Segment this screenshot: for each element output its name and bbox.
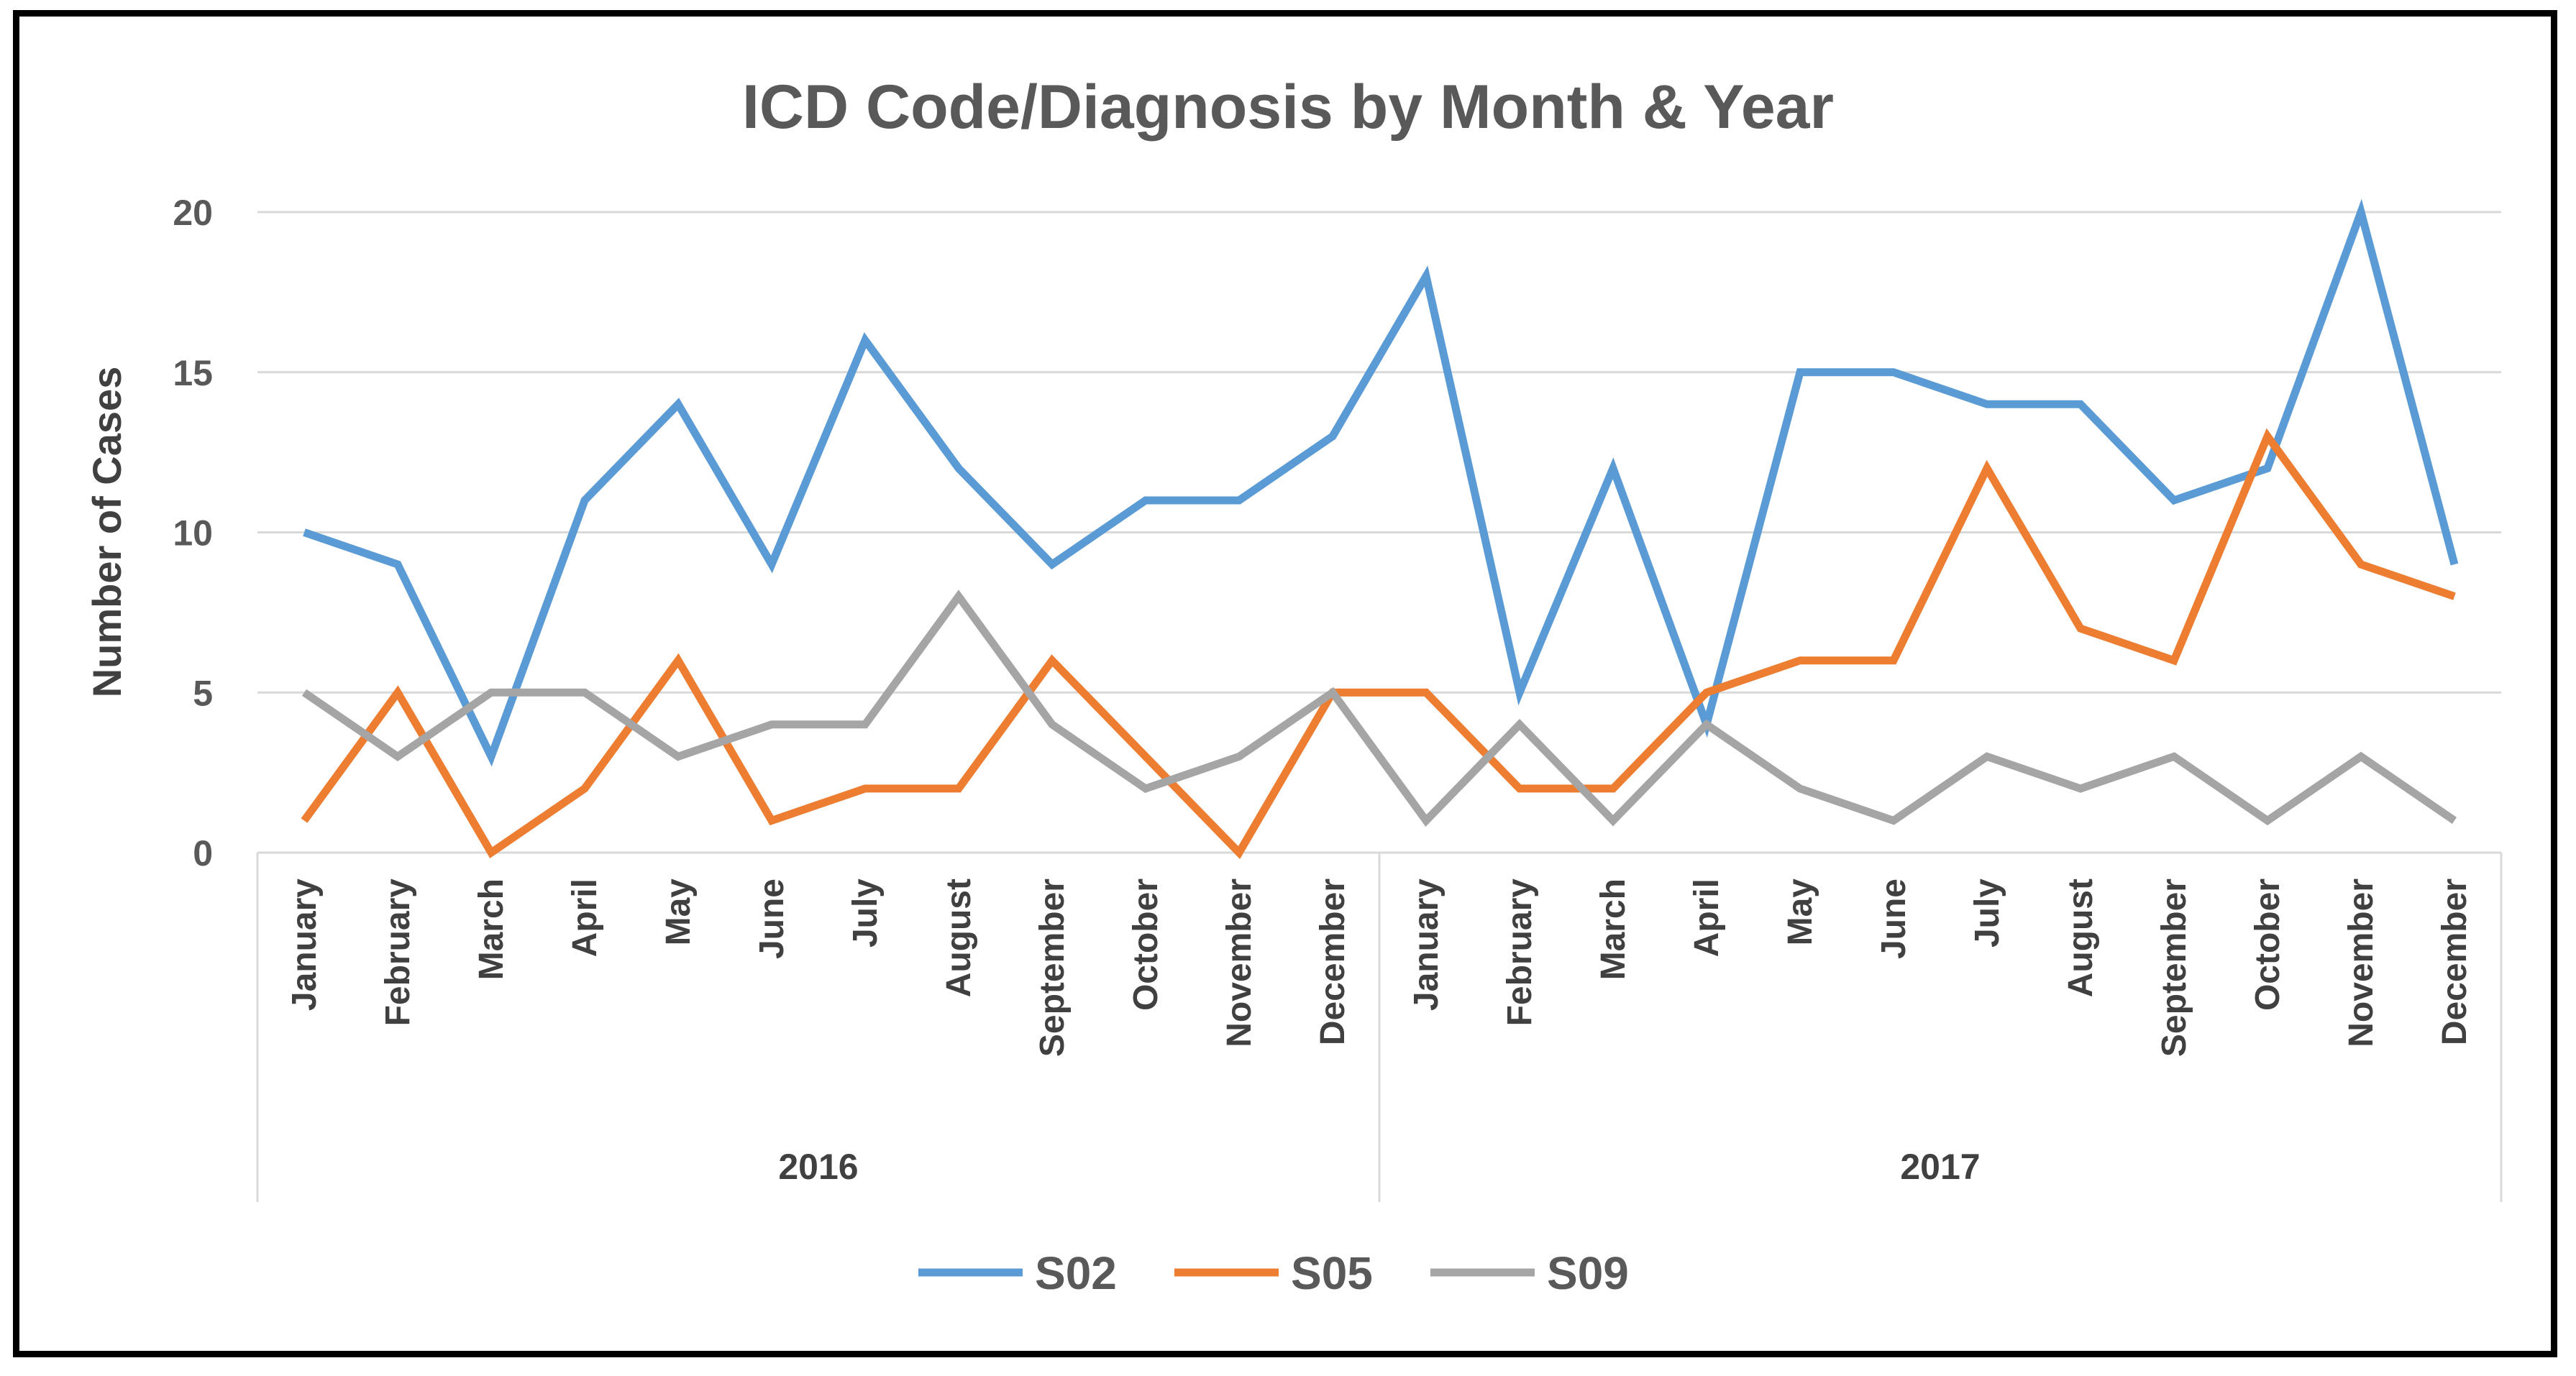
y-tick-label: 15	[173, 353, 213, 393]
x-tick-label: January	[1407, 879, 1445, 1011]
x-tick-label: September	[2155, 879, 2193, 1057]
series-line-s09	[301, 590, 2457, 827]
x-tick-label: March	[472, 879, 511, 980]
y-axis-label: Number of Cases	[84, 367, 129, 698]
series-lines	[301, 198, 2459, 860]
x-tick-label: November	[2342, 879, 2380, 1047]
x-tick-label: August	[2062, 879, 2100, 997]
x-tick-label: June	[1875, 879, 1913, 959]
x-axis: January February March April May June July Augu…	[256, 853, 2503, 1202]
x-tick-label: November	[1220, 879, 1259, 1047]
series-line-s02	[303, 198, 2459, 767]
x-tick-label: September	[1033, 879, 1072, 1057]
x-tick-label: February	[1501, 879, 1539, 1027]
y-tick-label: 5	[193, 673, 213, 713]
gridlines: 0 5 10 15 20	[173, 193, 2501, 873]
legend-label-s05: S05	[1291, 1247, 1373, 1299]
x-tick-label: March	[1594, 879, 1632, 980]
y-tick-label: 10	[173, 513, 213, 554]
x-tick-label: May	[1781, 879, 1819, 946]
x-tick-label: June	[753, 879, 791, 959]
x-tick-label: April	[1688, 879, 1726, 957]
x-tick-label: July	[846, 879, 885, 948]
chart-frame	[13, 10, 2557, 1357]
x-tick-label: July	[1968, 879, 2006, 948]
y-tick-label: 0	[193, 833, 213, 873]
chart-title: ICD Code/Diagnosis by Month & Year	[742, 73, 1834, 142]
y-tick-label: 20	[173, 193, 213, 233]
legend-label-s02: S02	[1035, 1247, 1117, 1299]
x-tick-label: August	[940, 879, 978, 997]
year-group-label: 2017	[1900, 1147, 1980, 1187]
series-line-s05	[301, 428, 2456, 860]
x-tick-label: December	[1314, 879, 1352, 1045]
x-tick-label: January	[286, 879, 324, 1011]
legend: S02 S05 S09	[918, 1247, 1629, 1299]
x-tick-label: October	[1127, 879, 1165, 1011]
x-tick-label: October	[2249, 879, 2287, 1011]
x-tick-label: December	[2436, 879, 2474, 1045]
year-group-label: 2016	[778, 1147, 858, 1187]
x-tick-label: February	[379, 879, 417, 1027]
x-tick-label: May	[659, 879, 698, 946]
legend-label-s09: S09	[1547, 1247, 1629, 1299]
x-tick-label: April	[566, 879, 604, 957]
